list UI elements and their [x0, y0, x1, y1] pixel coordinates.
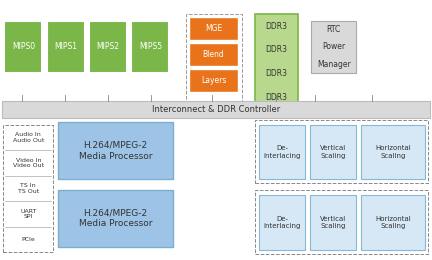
Bar: [47, 21, 85, 73]
Bar: [58, 190, 173, 247]
Bar: [3, 125, 53, 252]
Text: TS In
TS Out: TS In TS Out: [18, 183, 39, 194]
Bar: [259, 195, 305, 250]
Text: Blend: Blend: [203, 50, 225, 59]
Bar: [2, 101, 430, 118]
Bar: [58, 122, 173, 179]
Bar: [189, 17, 238, 40]
Bar: [361, 125, 425, 179]
Text: H.264/MPEG-2
Media Processor: H.264/MPEG-2 Media Processor: [79, 141, 152, 161]
Text: MIPS2: MIPS2: [96, 42, 120, 51]
Text: DDR3: DDR3: [266, 22, 287, 31]
Bar: [310, 195, 356, 250]
Text: Horizontal
Scaling: Horizontal Scaling: [375, 216, 411, 229]
Text: Audio In
Audio Out: Audio In Audio Out: [13, 132, 44, 143]
Text: MIPS0: MIPS0: [12, 42, 35, 51]
Text: Horizontal
Scaling: Horizontal Scaling: [375, 145, 411, 159]
Bar: [189, 43, 238, 66]
Bar: [311, 21, 356, 73]
Bar: [186, 14, 242, 109]
Text: MIPS1: MIPS1: [54, 42, 77, 51]
Text: Power: Power: [322, 42, 345, 51]
Text: Video In
Video Out: Video In Video Out: [13, 158, 44, 168]
Text: Vertical
Scaling: Vertical Scaling: [320, 145, 346, 159]
Bar: [4, 21, 42, 73]
Bar: [89, 21, 127, 73]
Text: RTC: RTC: [327, 25, 341, 34]
Text: Vertical
Scaling: Vertical Scaling: [320, 216, 346, 229]
Bar: [255, 190, 428, 253]
Text: De-
interlacing: De- interlacing: [263, 216, 301, 229]
Bar: [361, 195, 425, 250]
Text: Manager: Manager: [317, 60, 351, 69]
Bar: [189, 69, 238, 92]
Bar: [255, 120, 428, 183]
Text: MIPS5: MIPS5: [139, 42, 162, 51]
Bar: [259, 125, 305, 179]
Text: UART
SPI: UART SPI: [20, 209, 36, 219]
Text: PCIe: PCIe: [22, 237, 35, 242]
Text: MGE: MGE: [205, 24, 222, 33]
Text: DDR3: DDR3: [266, 93, 287, 102]
Text: Layers: Layers: [201, 76, 226, 85]
Text: DDR3: DDR3: [266, 69, 287, 78]
Bar: [255, 14, 298, 109]
Text: De-
interlacing: De- interlacing: [263, 145, 301, 159]
Text: H.264/MPEG-2
Media Processor: H.264/MPEG-2 Media Processor: [79, 208, 152, 229]
Bar: [310, 125, 356, 179]
Text: DDR3: DDR3: [266, 46, 287, 54]
Bar: [131, 21, 169, 73]
Text: Interconnect & DDR Controller: Interconnect & DDR Controller: [152, 105, 280, 114]
